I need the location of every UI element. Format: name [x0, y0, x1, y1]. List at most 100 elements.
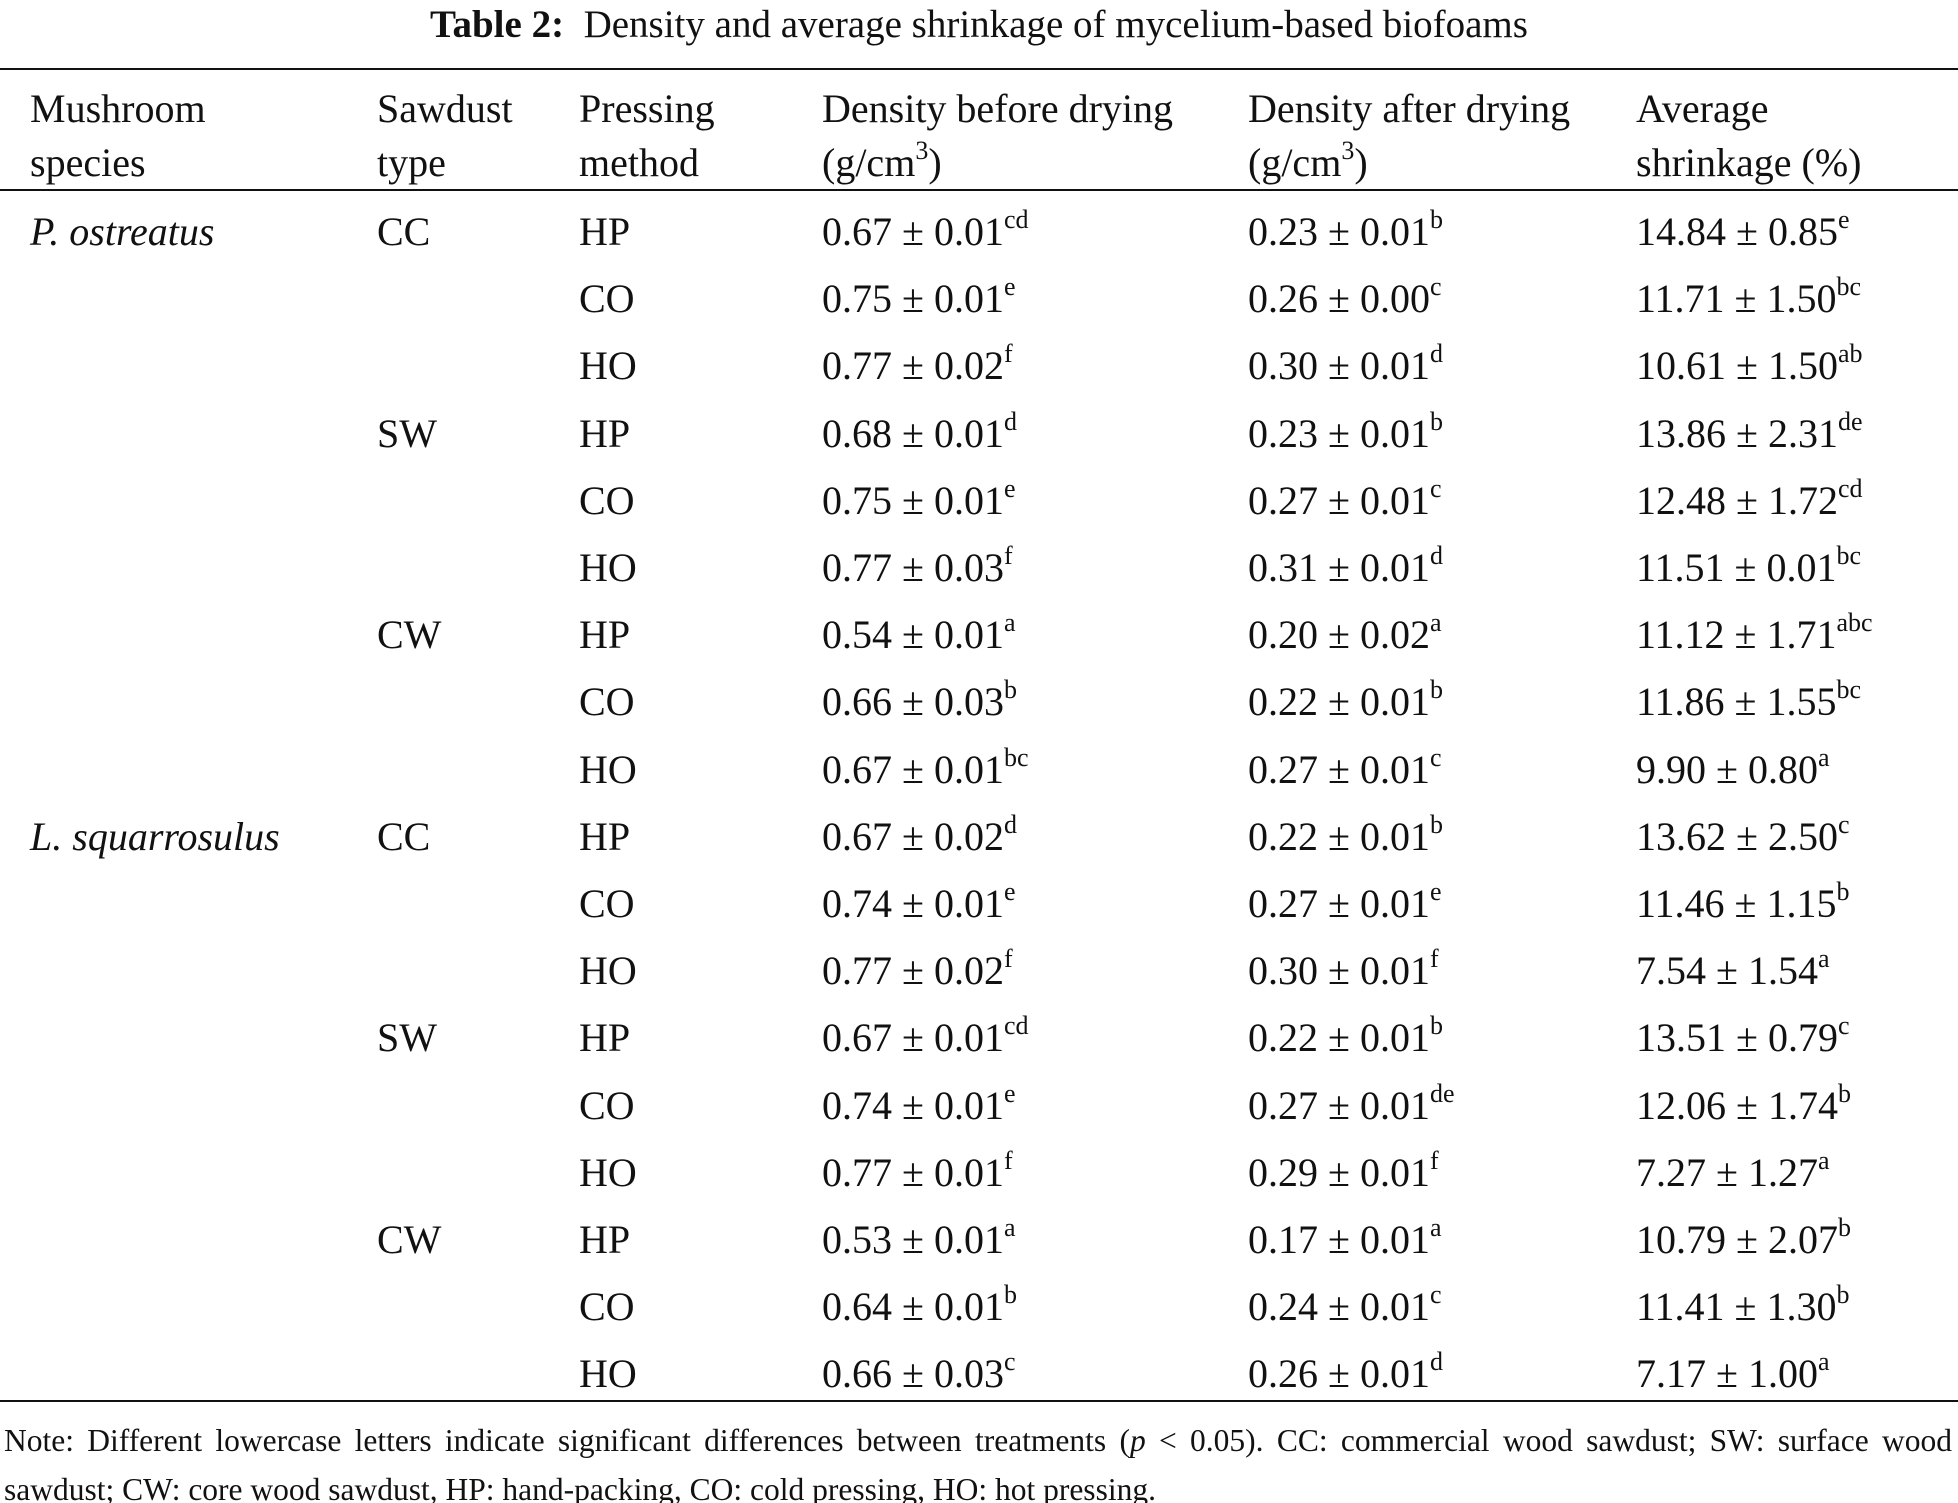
value-cell: 13.51 ± 0.79c: [1636, 1013, 1850, 1058]
significance-letter: bc: [1836, 675, 1862, 705]
value-text: 0.77 ± 0.03: [822, 545, 1004, 590]
method-cell: HP: [579, 612, 631, 658]
header-text: ): [1354, 140, 1368, 185]
method-cell: HO: [579, 746, 637, 792]
value-cell: 0.67 ± 0.01cd: [822, 207, 1029, 254]
significance-letter: b: [1429, 406, 1443, 436]
significance-letter: d: [1429, 541, 1443, 570]
significance-letter: cd: [1837, 473, 1863, 503]
header-text: ): [928, 140, 942, 185]
value-cell: 0.75 ± 0.01e: [822, 475, 1016, 521]
value-text: 0.74 ± 0.01: [822, 1082, 1004, 1128]
value-cell: 0.67 ± 0.01cd: [822, 1013, 1029, 1058]
method-cell: CO: [579, 679, 635, 725]
method-cell: HP: [579, 209, 631, 254]
significance-letter: a: [1817, 1347, 1830, 1377]
value-text: 0.75 ± 0.01: [822, 276, 1004, 322]
significance-letter: f: [1003, 541, 1013, 570]
value-cell: 7.54 ± 1.54a: [1636, 946, 1830, 991]
header-cell: shrinkage (%): [1636, 143, 1861, 183]
significance-letter: d: [1003, 809, 1017, 839]
value-cell: 0.27 ± 0.01c: [1248, 475, 1442, 521]
significance-letter: b: [1003, 1280, 1017, 1310]
value-text: 11.71 ± 1.50: [1636, 276, 1837, 322]
significance-letter: a: [1003, 1213, 1016, 1242]
value-text: 0.67 ± 0.01: [822, 209, 1004, 254]
method-cell: HO: [579, 1351, 637, 1397]
value-cell: 0.77 ± 0.03f: [822, 543, 1013, 590]
method-cell: HP: [579, 1015, 631, 1061]
value-cell: 0.30 ± 0.01f: [1248, 946, 1439, 991]
species-cell: P. ostreatus: [30, 209, 215, 254]
sawdust-cell: CC: [377, 813, 431, 859]
value-text: 0.68 ± 0.01: [822, 410, 1004, 456]
method-cell: HO: [579, 343, 637, 389]
value-cell: 0.66 ± 0.03c: [822, 1349, 1016, 1394]
method-cell: CO: [579, 1082, 635, 1128]
value-text: 0.77 ± 0.02: [822, 948, 1004, 994]
value-text: 13.62 ± 2.50: [1636, 813, 1838, 859]
header-rule: [0, 189, 1958, 191]
value-text: 0.67 ± 0.02: [822, 813, 1004, 859]
header-superscript: 3: [915, 136, 929, 165]
significance-letter: f: [1429, 944, 1439, 974]
value-cell: 0.29 ± 0.01f: [1248, 1147, 1439, 1193]
value-cell: 11.51 ± 0.01bc: [1636, 543, 1861, 588]
note-text: < 0.05). CC: commercial wood sawdust; SW…: [4, 1423, 1952, 1503]
significance-letter: e: [1003, 272, 1016, 302]
value-cell: 0.27 ± 0.01e: [1248, 879, 1442, 924]
significance-letter: a: [1429, 1213, 1442, 1242]
value-cell: 11.71 ± 1.50bc: [1636, 274, 1861, 322]
value-text: 0.26 ± 0.01: [1248, 1351, 1430, 1397]
header-cell: Density before drying: [822, 86, 1174, 131]
header-cell: Mushroom: [30, 86, 206, 131]
value-cell: 0.20 ± 0.02a: [1248, 610, 1442, 655]
top-rule: [0, 68, 1958, 70]
value-text: 12.48 ± 1.72: [1636, 477, 1838, 523]
significance-letter: e: [1003, 1078, 1016, 1108]
significance-letter: cd: [1003, 205, 1029, 234]
value-text: 10.79 ± 2.07: [1636, 1217, 1838, 1262]
significance-letter: a: [1817, 1145, 1830, 1175]
header-text: shrinkage (%): [1636, 140, 1862, 185]
value-cell: 0.22 ± 0.01b: [1248, 677, 1443, 722]
significance-letter: e: [1003, 473, 1016, 503]
value-cell: 0.26 ± 0.00c: [1248, 274, 1442, 319]
significance-letter: b: [1836, 877, 1850, 906]
header-cell: type: [377, 143, 446, 183]
value-text: 11.46 ± 1.15: [1636, 881, 1837, 926]
value-text: 7.17 ± 1.00: [1636, 1351, 1818, 1397]
significance-letter: b: [1837, 1078, 1851, 1108]
table-note: Note: Different lowercase letters indica…: [4, 1416, 1952, 1503]
header-cell: Pressing: [579, 86, 715, 131]
significance-letter: d: [1003, 406, 1017, 436]
significance-letter: a: [1817, 944, 1830, 974]
significance-letter: c: [1429, 1280, 1442, 1310]
significance-letter: de: [1837, 406, 1863, 436]
value-cell: 0.67 ± 0.02d: [822, 811, 1017, 859]
method-cell: HP: [579, 410, 631, 456]
table-title: Table 2: Density and average shrinkage o…: [0, 2, 1958, 47]
significance-letter: e: [1003, 877, 1016, 906]
significance-letter: b: [1429, 205, 1443, 234]
significance-letter: c: [1837, 1011, 1850, 1041]
header-text: type: [377, 140, 446, 185]
value-cell: 11.46 ± 1.15b: [1636, 879, 1849, 926]
significance-letter: d: [1429, 339, 1443, 369]
significance-letter: b: [1837, 1213, 1851, 1242]
method-cell: CO: [579, 276, 635, 322]
header-cell: Sawdust: [377, 86, 513, 131]
significance-letter: c: [1429, 473, 1442, 503]
method-cell: HO: [579, 948, 637, 994]
sawdust-cell: CC: [377, 209, 431, 254]
value-text: 0.77 ± 0.02: [822, 343, 1004, 389]
value-text: 11.12 ± 1.71: [1636, 612, 1837, 658]
value-cell: 0.24 ± 0.01c: [1248, 1282, 1442, 1327]
value-cell: 0.22 ± 0.01b: [1248, 811, 1443, 857]
method-cell: HP: [579, 1217, 631, 1262]
header-text: (g/cm: [822, 140, 916, 185]
value-text: 0.27 ± 0.01: [1248, 746, 1430, 792]
value-text: 11.41 ± 1.30: [1636, 1284, 1837, 1330]
bottom-rule: [0, 1400, 1958, 1402]
